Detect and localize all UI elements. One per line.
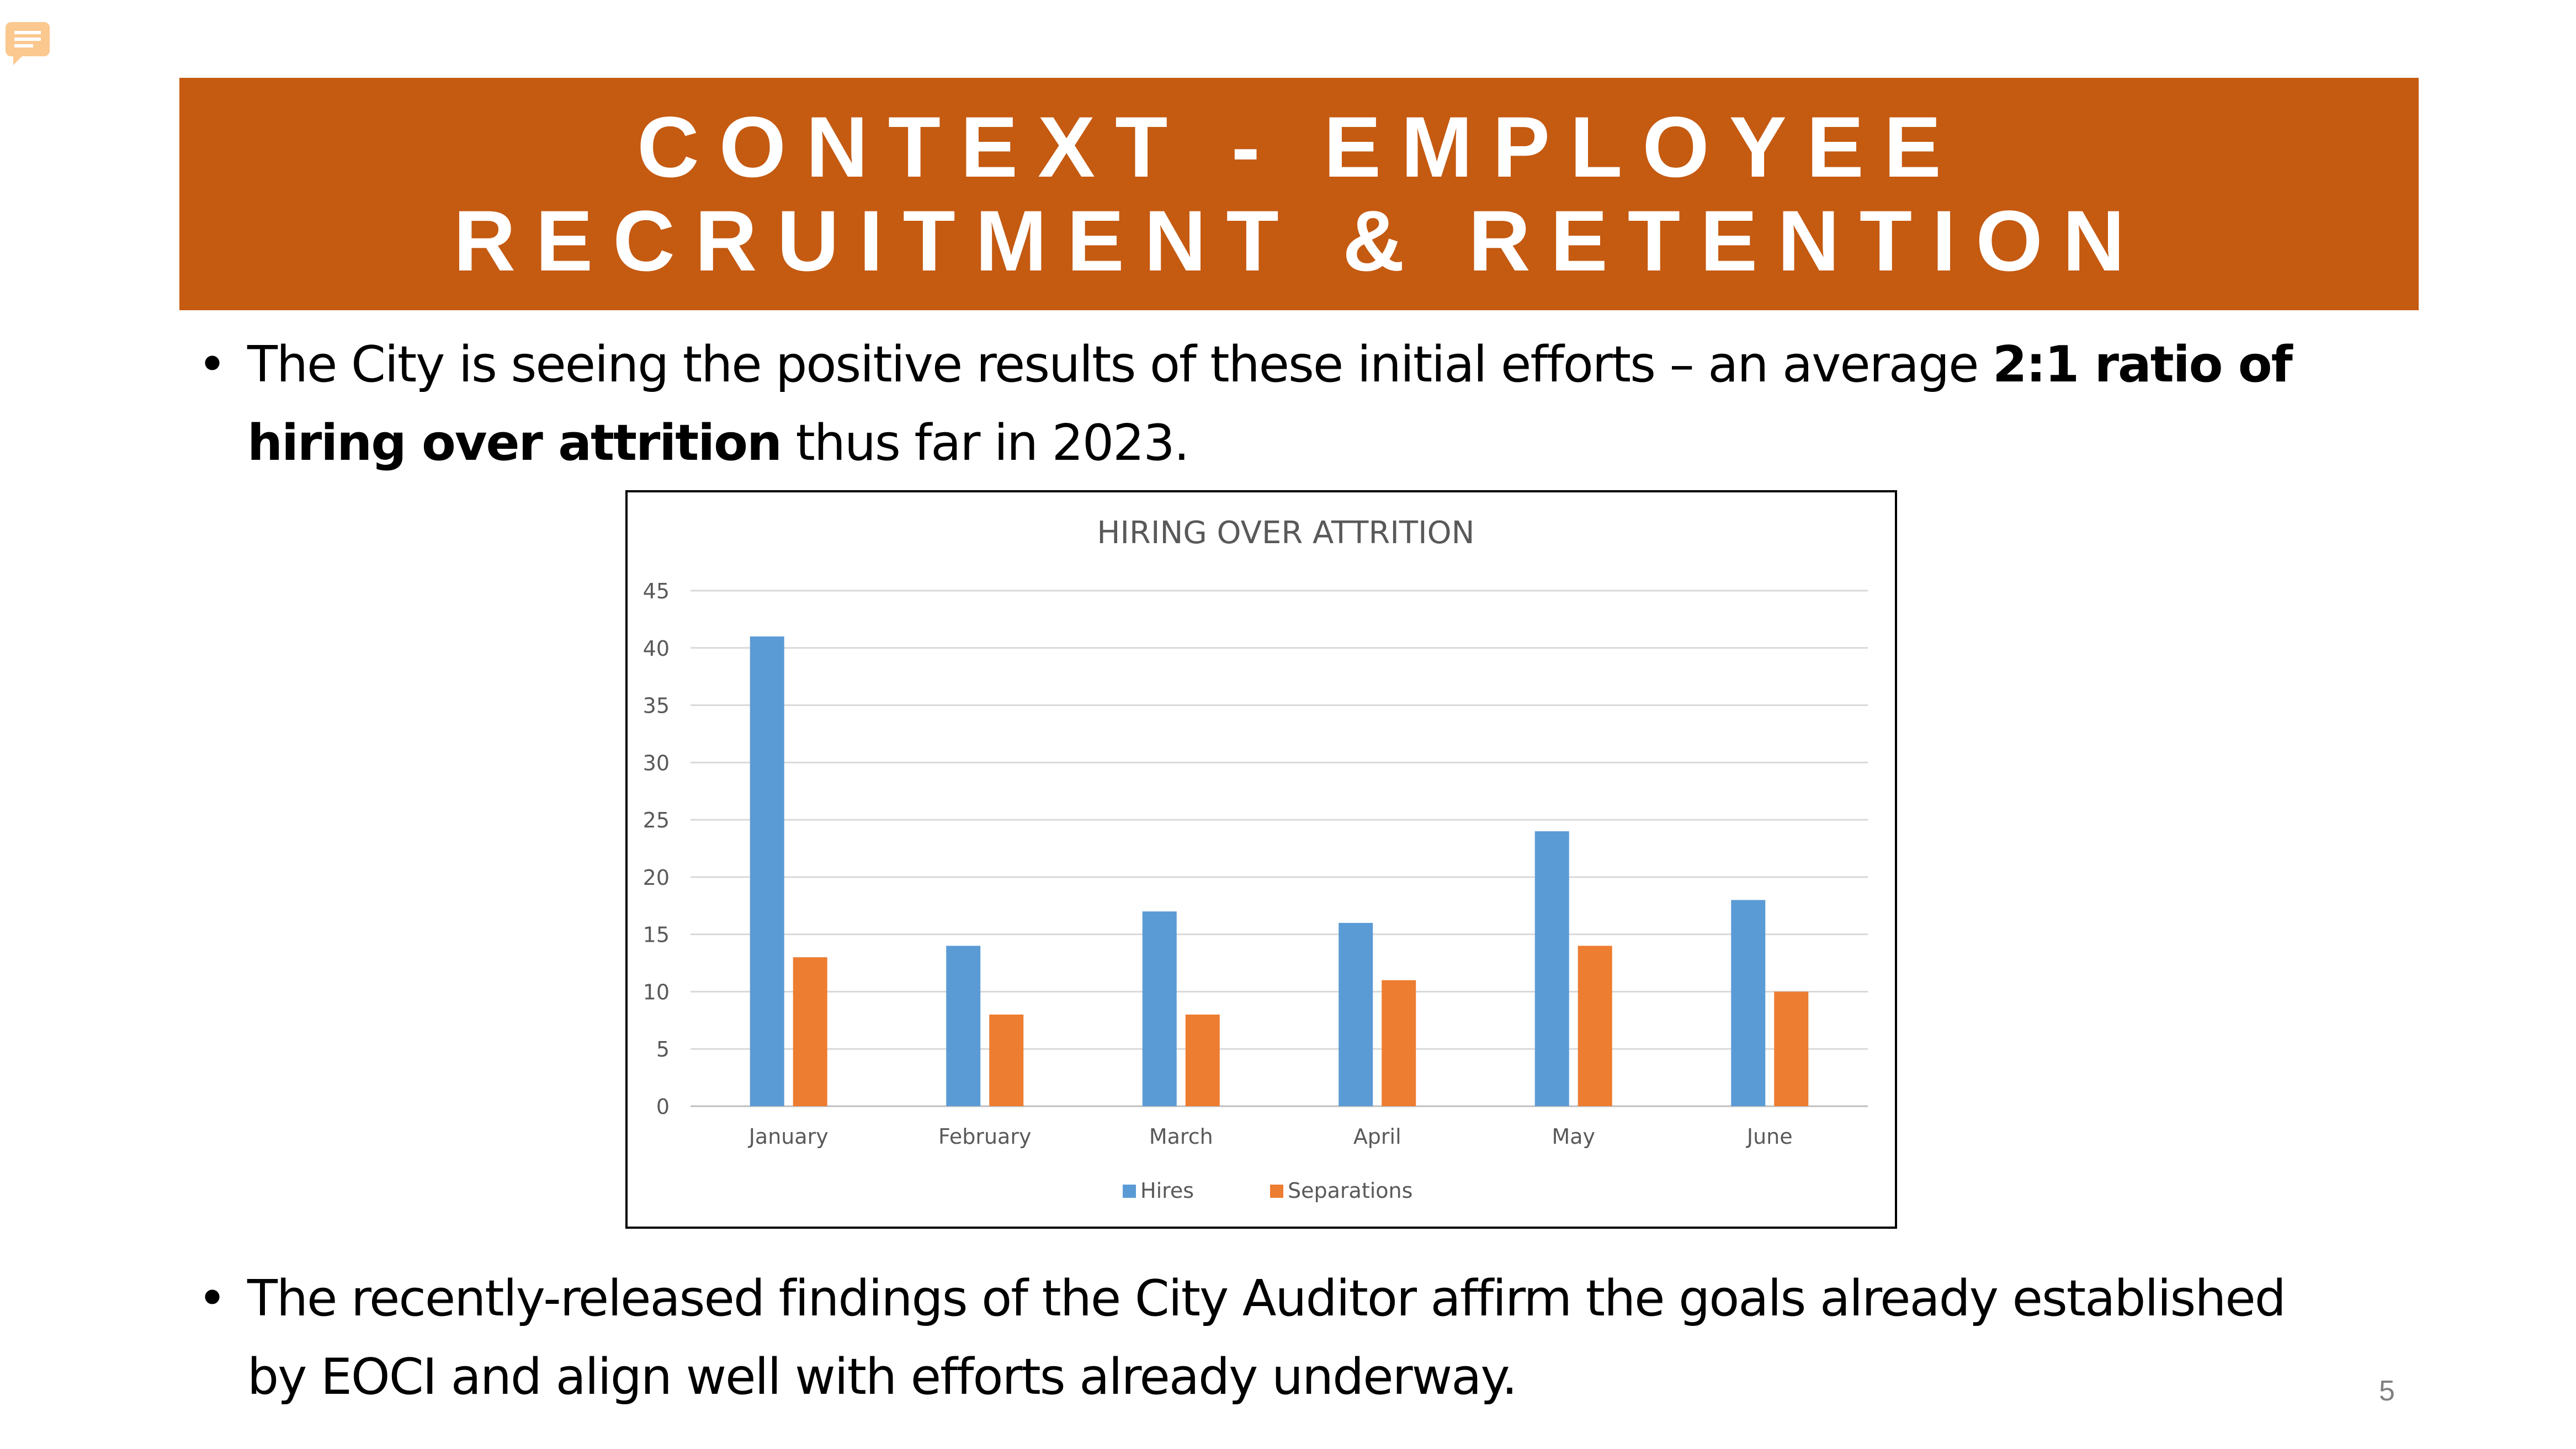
bullet-text: The recently-released findings of the Ci…	[247, 1270, 2286, 1406]
hires-bar	[946, 946, 981, 1106]
separations-bar	[1382, 980, 1416, 1106]
y-tick-label: 40	[643, 636, 670, 661]
chart-title: HIRING OVER ATTRITION	[1097, 515, 1474, 551]
y-tick-label: 25	[643, 808, 670, 832]
y-tick-label: 35	[643, 694, 670, 718]
separations-bar	[1185, 1014, 1220, 1106]
x-tick-label: January	[748, 1124, 828, 1149]
y-tick-label: 5	[656, 1037, 670, 1061]
x-tick-label: April	[1353, 1124, 1401, 1149]
slide-title-banner: CONTEXT - EMPLOYEE RECRUITMENT & RETENTI…	[179, 78, 2419, 310]
bullet-text-part1: The City is seeing the positive results …	[247, 336, 1993, 394]
separations-bar	[793, 957, 827, 1106]
bullet-text-bold: 2:1 ratio of hiring over attrition	[247, 336, 2293, 472]
y-tick-label: 10	[643, 980, 670, 1004]
hires-bar	[1534, 831, 1569, 1106]
bullet-text: The City is seeing the positive results …	[247, 326, 2350, 482]
separations-bar	[989, 1014, 1024, 1106]
x-tick-label: March	[1149, 1124, 1213, 1149]
x-tick-label: May	[1552, 1124, 1595, 1149]
y-tick-label: 30	[643, 751, 670, 775]
y-tick-label: 45	[643, 579, 670, 603]
separations-bar	[1774, 991, 1809, 1106]
bullet-auditor-findings: • The recently-released findings of the …	[198, 1260, 2350, 1416]
legend-label: Hires	[1140, 1179, 1194, 1203]
separations-legend-swatch	[1270, 1185, 1283, 1198]
bullet-text-part2: thus far in 2023.	[781, 414, 1190, 472]
y-tick-label: 20	[643, 866, 670, 890]
bullet-hiring-ratio: • The City is seeing the positive result…	[198, 326, 2350, 482]
hires-legend-swatch	[1123, 1185, 1136, 1198]
bullet-dot: •	[198, 1270, 227, 1328]
comment-icon[interactable]	[3, 20, 52, 66]
page-number: 5	[2379, 1375, 2395, 1407]
hires-bar	[1339, 922, 1373, 1106]
hires-bar	[1731, 900, 1766, 1106]
separations-bar	[1578, 946, 1612, 1106]
hiring-attrition-chart: HIRING OVER ATTRITION 0 5 10 15 20 25 30 35 40 45 J…	[625, 490, 1897, 1229]
y-tick-label: 15	[643, 923, 670, 947]
x-tick-label: February	[938, 1124, 1031, 1149]
hires-bar	[750, 636, 784, 1106]
hires-bar	[1142, 911, 1177, 1106]
legend-label: Separations	[1288, 1179, 1412, 1203]
x-tick-label: June	[1746, 1124, 1793, 1149]
slide-title-line-1: CONTEXT - EMPLOYEE	[637, 99, 1961, 195]
slide-title-line-2: RECRUITMENT & RETENTION	[453, 193, 2145, 289]
chart-canvas: HIRING OVER ATTRITION 0 5 10 15 20 25 30 35 40 45 J…	[643, 515, 1868, 1203]
bullet-dot: •	[198, 336, 227, 394]
y-tick-label: 0	[656, 1095, 670, 1119]
